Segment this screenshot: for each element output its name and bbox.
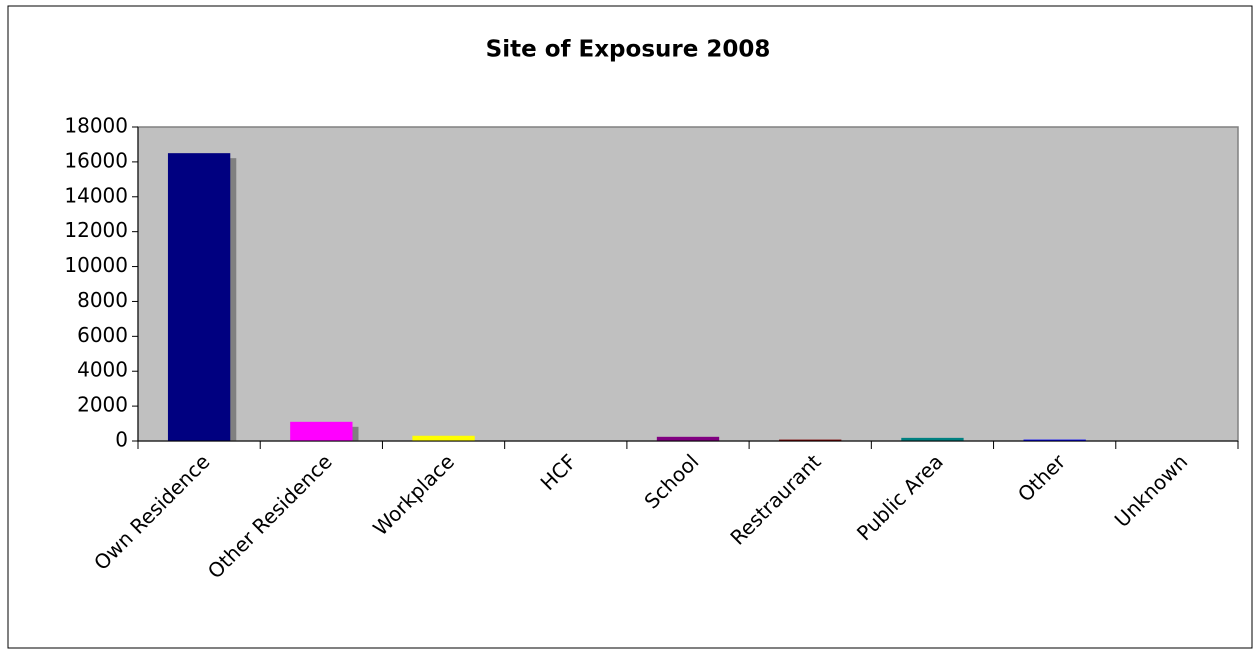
y-tick-label: 6000 bbox=[77, 323, 128, 347]
y-tick-label: 10000 bbox=[64, 253, 128, 277]
y-tick-label: 2000 bbox=[77, 393, 128, 417]
y-tick-label: 18000 bbox=[64, 114, 128, 138]
y-tick-label: 14000 bbox=[64, 183, 128, 207]
y-tick-label: 16000 bbox=[64, 148, 128, 172]
plot-area bbox=[138, 127, 1238, 441]
y-tick-label: 12000 bbox=[64, 218, 128, 242]
y-tick-label: 0 bbox=[115, 428, 128, 452]
y-tick-label: 4000 bbox=[77, 358, 128, 382]
chart-title: Site of Exposure 2008 bbox=[486, 37, 771, 63]
y-tick-label: 8000 bbox=[77, 288, 128, 312]
bar bbox=[657, 437, 719, 441]
bar bbox=[290, 422, 352, 441]
bar bbox=[168, 153, 230, 441]
bar bbox=[412, 436, 474, 441]
